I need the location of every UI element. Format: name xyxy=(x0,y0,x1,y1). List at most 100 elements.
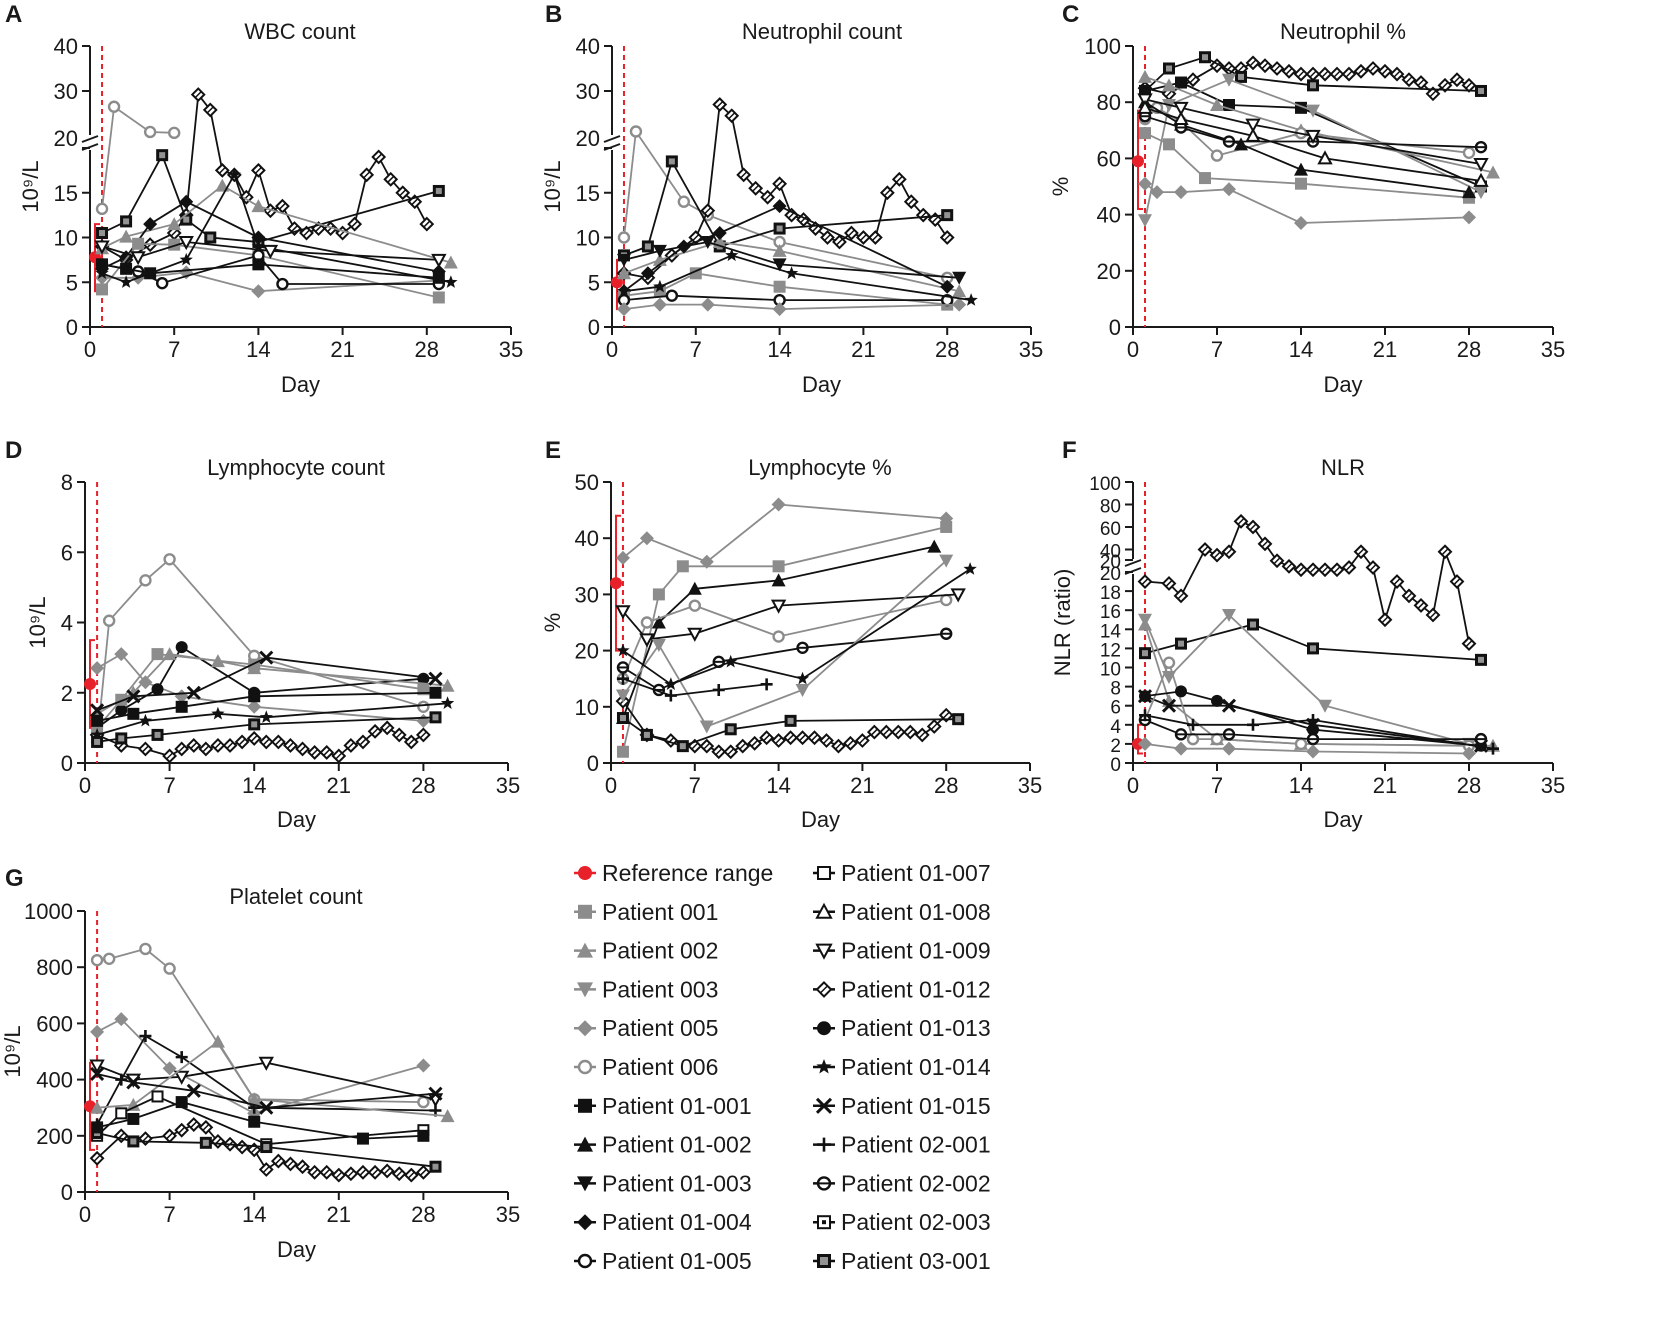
data-point-slash xyxy=(1321,70,1329,78)
series-patient-01-009 xyxy=(1137,93,1489,173)
y-axis-label: 10⁹/L xyxy=(18,160,43,212)
data-point-core xyxy=(679,743,686,750)
data-point-slash xyxy=(727,748,735,756)
data-point xyxy=(1462,746,1476,761)
data-point xyxy=(616,672,629,685)
data-point xyxy=(1138,214,1152,228)
legend-marker xyxy=(577,1136,593,1152)
data-point-core xyxy=(130,1138,137,1145)
data-point xyxy=(760,678,773,691)
x-tick-label: 0 xyxy=(1127,337,1139,362)
data-point-slash xyxy=(1357,67,1365,75)
data-point xyxy=(1318,699,1332,713)
data-point xyxy=(616,253,631,267)
y-tick-label: 10 xyxy=(1100,660,1121,681)
data-point-slash xyxy=(1237,517,1245,525)
data-point-slash xyxy=(776,180,784,188)
panel-E: E Lymphocyte %% 0 10 20 30 40 50 0 7 14 21 28 35 Day xyxy=(540,437,1042,832)
data-point xyxy=(259,1100,274,1115)
data-point xyxy=(251,199,266,213)
data-point xyxy=(1138,736,1152,751)
data-point-slash xyxy=(1345,563,1353,572)
data-point-core xyxy=(202,1139,209,1146)
data-point-core xyxy=(643,731,650,738)
data-point xyxy=(651,615,666,629)
data-point-slash xyxy=(1141,578,1149,586)
data-point xyxy=(417,672,430,685)
data-point xyxy=(95,202,109,216)
data-point xyxy=(1294,216,1308,231)
data-point xyxy=(175,641,188,654)
legend-marker xyxy=(817,1021,831,1036)
data-point xyxy=(653,279,667,293)
legend-label: Patient 003 xyxy=(602,976,718,1002)
legend-item: Patient 01-009 xyxy=(813,938,991,964)
data-point xyxy=(440,678,455,692)
legend-marker-core xyxy=(820,1257,828,1265)
data-point xyxy=(772,630,785,643)
data-point-slash xyxy=(704,207,712,215)
data-point xyxy=(417,700,430,713)
data-point-slash xyxy=(1393,578,1401,586)
y-tick-label: 80 xyxy=(1097,90,1121,115)
x-tick-label: 7 xyxy=(168,337,180,362)
data-point-slash xyxy=(1333,566,1341,574)
data-point-slash xyxy=(323,748,331,756)
legend-item: Patient 01-007 xyxy=(813,860,991,886)
legend-label: Patient 01-005 xyxy=(602,1248,752,1274)
data-point-slash xyxy=(178,1126,186,1134)
data-point xyxy=(616,266,631,280)
series-line xyxy=(623,303,960,311)
legend-marker xyxy=(577,1020,593,1037)
data-point xyxy=(127,707,140,720)
y-tick-label: 1000 xyxy=(24,899,73,924)
data-point xyxy=(1138,617,1152,631)
data-point xyxy=(1139,127,1151,140)
y-tick-label: 20 xyxy=(54,126,78,151)
y-tick-label: 0 xyxy=(1109,315,1121,340)
legend-marker xyxy=(815,902,833,919)
x-tick-label: 7 xyxy=(689,773,701,798)
data-point-slash xyxy=(739,742,747,750)
series-patient-003 xyxy=(1138,73,1488,228)
data-point-core xyxy=(787,717,794,724)
y-tick-label: 20 xyxy=(575,639,599,664)
data-point xyxy=(1222,182,1236,197)
data-point-slash xyxy=(1357,548,1365,556)
legend-marker xyxy=(815,1097,833,1114)
data-point xyxy=(144,267,157,280)
data-point xyxy=(1294,737,1308,751)
data-point xyxy=(1175,685,1187,698)
reference-point xyxy=(1132,155,1144,168)
data-point xyxy=(1138,69,1152,83)
series-line xyxy=(623,294,948,302)
y-tick-label: 200 xyxy=(36,1124,73,1149)
data-point-core xyxy=(955,716,962,723)
data-point-slash xyxy=(302,229,311,237)
data-point xyxy=(186,1083,201,1098)
legend-item: Patient 03-001 xyxy=(813,1248,991,1274)
data-point-core xyxy=(1310,82,1316,89)
data-point-core xyxy=(251,721,258,728)
series-patient-02-001 xyxy=(1139,709,1499,755)
data-point xyxy=(175,700,188,713)
data-point xyxy=(1161,698,1177,713)
data-point xyxy=(615,550,630,565)
data-point-slash xyxy=(787,734,795,742)
panel-letter-C: C xyxy=(1062,1,1079,28)
legend-item: Patient 01-003 xyxy=(574,1170,752,1196)
legend-label: Patient 03-001 xyxy=(841,1248,991,1274)
series-patient-002 xyxy=(95,178,458,269)
data-point-core xyxy=(435,187,442,194)
data-point xyxy=(616,302,631,317)
data-point-core xyxy=(123,218,130,225)
y-tick-label: 16 xyxy=(1100,602,1121,623)
data-point xyxy=(687,581,702,595)
data-point-slash xyxy=(1165,90,1173,98)
data-point-slash xyxy=(1321,566,1329,574)
data-point-slash xyxy=(691,742,699,750)
x-tick-label: 28 xyxy=(1457,337,1481,362)
data-point-slash xyxy=(286,1160,294,1168)
legend-item: Patient 02-003 xyxy=(813,1209,991,1235)
legend-label: Patient 01-014 xyxy=(841,1054,991,1080)
